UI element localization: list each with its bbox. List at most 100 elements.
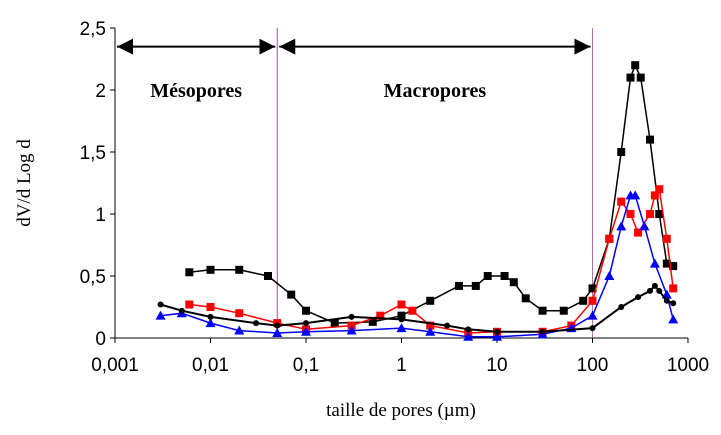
marker [425,326,436,336]
marker [205,318,216,328]
x-tick-label: 1 [396,355,407,376]
marker [302,306,310,315]
marker [579,296,588,305]
marker [301,326,311,336]
marker [396,323,407,333]
marker [559,306,568,315]
marker [471,281,480,290]
marker [398,316,405,323]
y-axis-title: dV/d Log d [14,139,35,227]
series-line [189,187,674,334]
y-tick-label: 1 [95,205,106,226]
region-label: Mésopores [150,80,242,102]
marker [669,262,678,271]
marker [604,271,615,280]
series-line [189,63,674,324]
marker [646,287,653,294]
marker [263,272,272,280]
marker [274,322,281,329]
marker [206,265,215,274]
marker [207,313,214,320]
marker [330,319,339,328]
y-tick-label: 0 [95,329,106,350]
marker [444,322,451,329]
y-tick-label: 2,5 [80,19,106,40]
marker [618,304,625,310]
marker [408,306,417,315]
marker [668,314,679,324]
marker [645,135,654,144]
x-tick-label: 0,001 [91,355,139,376]
marker [348,313,355,320]
marker [235,309,244,318]
marker [662,259,671,268]
marker [397,311,406,320]
marker [587,310,598,320]
marker [670,300,677,307]
marker [649,258,660,268]
marker [655,210,664,218]
marker [656,287,663,294]
series-line [160,194,674,338]
marker [426,321,435,330]
x-tick-label: 100 [577,355,609,376]
marker [617,148,626,156]
x-tick-label: 0,01 [192,355,229,376]
marker [630,190,641,200]
marker [634,228,643,237]
marker [368,317,377,326]
marker [588,296,597,305]
marker [206,303,215,311]
marker [626,73,635,82]
marker [669,284,678,293]
marker [663,297,670,304]
x-tick-label: 10 [486,355,507,376]
marker [492,331,502,341]
marker [589,325,596,332]
marker [626,210,635,218]
marker [635,294,642,301]
marker [272,328,283,338]
marker [636,73,645,82]
marker [287,290,296,299]
marker [303,320,309,327]
y-tick-label: 1,5 [80,143,106,164]
marker [639,221,650,231]
marker [631,61,640,70]
marker [655,185,664,194]
series-line [160,284,674,333]
x-axis-title: taille de pores (µm) [326,400,476,421]
marker [253,320,260,327]
marker [539,328,546,335]
y-tick-label: 0,5 [80,267,106,288]
marker [509,278,518,287]
marker [538,306,547,315]
marker [494,328,500,335]
x-tick-label: 1000 [667,355,709,376]
marker [617,197,626,206]
marker [397,300,406,309]
marker [521,294,530,303]
marker [454,281,463,290]
marker [346,325,357,335]
marker [616,221,627,231]
marker [605,234,614,243]
marker [465,326,472,333]
marker [588,284,597,293]
marker [500,272,509,280]
x-tick-label: 0,1 [293,355,319,376]
marker [185,300,194,309]
marker [463,331,474,341]
marker [426,296,435,305]
marker [662,234,671,243]
marker [157,301,164,308]
marker [376,311,385,320]
marker [650,191,659,200]
region-label: Macropores [384,80,487,102]
marker [155,310,166,320]
y-tick-label: 2 [95,81,106,102]
marker [651,282,658,289]
marker [235,265,244,274]
marker [234,325,245,335]
